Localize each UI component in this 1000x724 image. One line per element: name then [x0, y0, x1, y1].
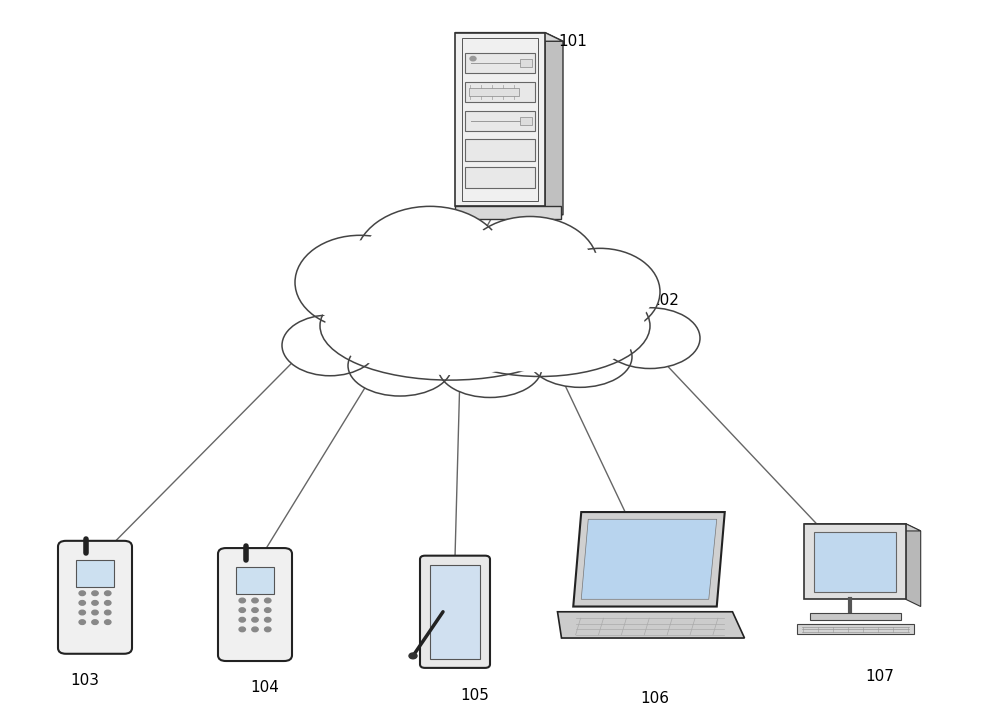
Circle shape: [105, 620, 111, 624]
FancyBboxPatch shape: [465, 139, 535, 161]
Ellipse shape: [435, 279, 645, 372]
Ellipse shape: [528, 327, 632, 387]
Circle shape: [265, 627, 271, 631]
Ellipse shape: [348, 335, 452, 396]
FancyBboxPatch shape: [465, 167, 535, 188]
Text: 107: 107: [866, 670, 894, 684]
Circle shape: [92, 601, 98, 605]
Text: 106: 106: [640, 691, 670, 706]
Circle shape: [79, 601, 85, 605]
Ellipse shape: [468, 221, 592, 311]
Ellipse shape: [600, 308, 700, 369]
Ellipse shape: [438, 337, 542, 397]
Polygon shape: [906, 523, 921, 607]
Ellipse shape: [302, 240, 418, 324]
Circle shape: [470, 56, 476, 61]
Circle shape: [105, 601, 111, 605]
Circle shape: [252, 598, 258, 603]
FancyBboxPatch shape: [465, 111, 535, 131]
Circle shape: [92, 591, 98, 596]
FancyBboxPatch shape: [520, 59, 532, 67]
Circle shape: [239, 618, 245, 622]
FancyBboxPatch shape: [455, 206, 561, 219]
Circle shape: [79, 610, 85, 615]
Circle shape: [92, 620, 98, 624]
FancyBboxPatch shape: [76, 560, 114, 587]
Circle shape: [79, 591, 85, 596]
Ellipse shape: [362, 211, 498, 310]
Polygon shape: [455, 33, 563, 41]
FancyBboxPatch shape: [420, 556, 490, 668]
Circle shape: [409, 653, 417, 659]
Circle shape: [252, 618, 258, 622]
FancyBboxPatch shape: [796, 625, 914, 634]
FancyBboxPatch shape: [520, 117, 532, 125]
Text: 105: 105: [461, 688, 489, 702]
Circle shape: [265, 598, 271, 603]
Ellipse shape: [295, 235, 425, 329]
FancyBboxPatch shape: [469, 88, 519, 96]
FancyBboxPatch shape: [465, 53, 535, 73]
Polygon shape: [804, 523, 921, 531]
Ellipse shape: [430, 275, 650, 376]
Circle shape: [265, 608, 271, 613]
Ellipse shape: [540, 248, 660, 335]
FancyBboxPatch shape: [810, 613, 900, 620]
Polygon shape: [558, 612, 744, 638]
Circle shape: [79, 620, 85, 624]
FancyBboxPatch shape: [465, 82, 535, 102]
FancyBboxPatch shape: [430, 565, 480, 659]
Circle shape: [252, 608, 258, 613]
Polygon shape: [573, 512, 725, 607]
Text: 103: 103: [70, 673, 100, 688]
Ellipse shape: [355, 206, 505, 315]
Ellipse shape: [320, 272, 580, 380]
Circle shape: [105, 610, 111, 615]
Text: 网络: 网络: [482, 298, 508, 318]
Text: 104: 104: [251, 681, 279, 695]
FancyBboxPatch shape: [218, 548, 292, 661]
Text: 101: 101: [558, 34, 587, 49]
Circle shape: [265, 618, 271, 622]
Circle shape: [239, 627, 245, 631]
FancyBboxPatch shape: [804, 523, 906, 599]
Ellipse shape: [325, 277, 575, 375]
Polygon shape: [545, 33, 563, 215]
Circle shape: [239, 608, 245, 613]
Ellipse shape: [462, 216, 598, 315]
Circle shape: [252, 627, 258, 631]
Circle shape: [239, 598, 245, 603]
FancyBboxPatch shape: [236, 567, 274, 594]
Ellipse shape: [282, 315, 378, 376]
Ellipse shape: [546, 253, 654, 331]
FancyBboxPatch shape: [814, 532, 896, 592]
FancyBboxPatch shape: [58, 541, 132, 654]
Polygon shape: [581, 519, 717, 599]
Circle shape: [105, 591, 111, 596]
FancyBboxPatch shape: [455, 33, 545, 206]
Text: 102: 102: [650, 293, 679, 308]
Circle shape: [92, 610, 98, 615]
